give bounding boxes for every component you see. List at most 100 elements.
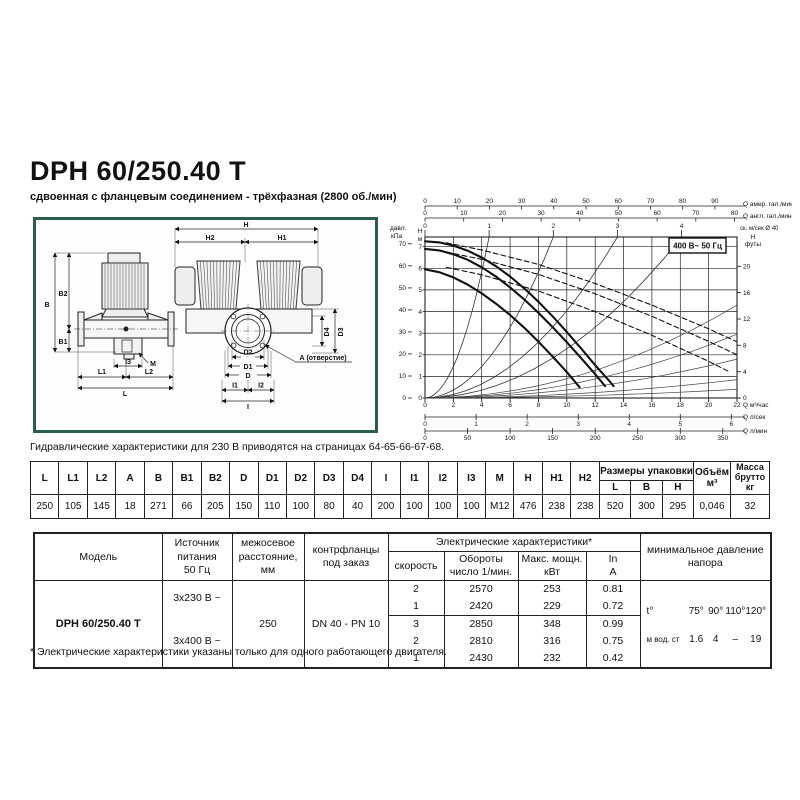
dim-label-A-hole: А (отверстие)	[299, 355, 346, 362]
dim-value-cell: 200	[371, 494, 401, 519]
svg-text:40: 40	[550, 198, 558, 205]
pump-drawing: B B2 B1 I3 M L1 L2 L H H2 H1 D2 D1 D I1 …	[44, 222, 352, 411]
dim-value-cell: 100	[399, 494, 430, 519]
svg-text:350: 350	[717, 435, 728, 442]
svg-text:80: 80	[679, 198, 687, 205]
svg-text:12: 12	[743, 316, 751, 323]
dim-label-I1: I1	[232, 383, 238, 390]
dim-label-L: L	[123, 391, 128, 398]
svg-text:50: 50	[464, 435, 472, 442]
packaging-col-header: L	[598, 480, 632, 495]
svg-text:3: 3	[576, 421, 580, 428]
svg-text:100: 100	[505, 435, 516, 442]
electrical-header: Электрические характеристики*	[387, 532, 641, 552]
svg-text:10: 10	[399, 373, 407, 380]
current-col-header: In А	[585, 550, 641, 582]
svg-text:20: 20	[399, 351, 407, 358]
svg-text:20: 20	[705, 402, 713, 409]
dim-col-header: L2	[86, 461, 117, 495]
power-value: 253	[517, 580, 587, 599]
rpm-value: 2430	[443, 650, 519, 669]
svg-text:60: 60	[615, 198, 623, 205]
svg-text:200: 200	[590, 435, 601, 442]
svg-text:18: 18	[677, 402, 685, 409]
dim-value-cell: 40	[342, 494, 373, 519]
temp-label: t°	[646, 606, 654, 618]
dim-label-B2: B2	[59, 291, 68, 298]
dim-value-cell: 100	[285, 494, 316, 519]
svg-text:70: 70	[399, 241, 407, 248]
motor-side	[101, 262, 149, 310]
hydraulic-note: Гидравлические характеристики для 230 В …	[30, 441, 445, 453]
svg-text:4: 4	[480, 402, 484, 409]
dim-col-header: D4	[342, 461, 373, 495]
dim-value-cell: 295	[661, 494, 695, 519]
dim-label-H1: H1	[278, 235, 287, 242]
svg-text:20: 20	[743, 263, 751, 270]
svg-text:20: 20	[486, 198, 494, 205]
dim-value-cell: 238	[541, 494, 572, 519]
svg-text:0: 0	[423, 402, 427, 409]
dim-label-B: B	[44, 302, 49, 309]
dim-col-header: H2	[570, 461, 600, 495]
svg-text:10: 10	[454, 198, 462, 205]
dim-value-cell: 300	[630, 494, 663, 519]
dim-value-cell: 238	[570, 494, 600, 519]
svg-text:Q л/мин: Q л/мин	[743, 428, 768, 435]
rpm-value: 2850	[443, 615, 519, 634]
temp-75: 75°	[688, 606, 704, 618]
svg-text:70: 70	[647, 198, 655, 205]
dim-col-header: B2	[200, 461, 231, 495]
svg-text:10: 10	[460, 210, 468, 217]
current-value: 0.75	[585, 633, 641, 651]
svg-text:8: 8	[743, 343, 747, 350]
svg-text:30: 30	[399, 329, 407, 336]
min-pressure-cell: t° 75° 90° 110° 120° м вод. ст 1.6 4 – 1…	[639, 580, 772, 669]
svg-text:2: 2	[525, 421, 529, 428]
svg-text:0: 0	[423, 223, 427, 230]
dim-value-cell: 32	[730, 494, 770, 519]
svg-text:6: 6	[418, 266, 422, 273]
speed-value: 1	[387, 598, 445, 617]
svg-text:250: 250	[632, 435, 643, 442]
flange-header: контрфланцы под заказ	[303, 532, 389, 582]
svg-text:Н: Н	[418, 228, 423, 235]
dim-label-L2: L2	[145, 369, 153, 376]
svg-text:80: 80	[731, 210, 739, 217]
current-value: 0.81	[585, 580, 641, 599]
dim-value-cell: 520	[598, 494, 632, 519]
dim-label-M: M	[150, 361, 156, 368]
svg-text:22: 22	[733, 402, 741, 409]
rpm-value: 2570	[443, 580, 519, 599]
dim-value-cell: 250	[29, 494, 60, 519]
svg-text:60: 60	[654, 210, 662, 217]
dimensions-table: L L1 L2 A B B1 B2 D D1 D2 D3 D4 I I1 I2 I3 M H H1 H2 Размеры…	[29, 461, 770, 519]
dim-value-cell: 145	[86, 494, 117, 519]
pressure-90: 4	[712, 634, 719, 646]
dim-col-header: B1	[172, 461, 202, 495]
mass-header: Масса брутто кг	[730, 461, 770, 495]
current-value: 0.99	[585, 615, 641, 634]
distance-header: межосевое расстояние, мм	[231, 532, 305, 582]
svg-text:40: 40	[399, 307, 407, 314]
dim-label-D1: D1	[244, 364, 253, 371]
svg-text:300: 300	[675, 435, 686, 442]
svg-text:6: 6	[508, 402, 512, 409]
svg-text:14: 14	[620, 402, 628, 409]
rpm-value: 2420	[443, 598, 519, 617]
speed-value: 2	[387, 580, 445, 599]
dim-col-header: D1	[257, 461, 287, 495]
power-value: 316	[517, 633, 587, 651]
svg-text:8: 8	[537, 402, 541, 409]
pressure-unit-label: м вод. ст	[646, 635, 680, 645]
dim-col-header: D3	[314, 461, 344, 495]
pressure-110: –	[732, 634, 739, 646]
power-col-header: Макс. мощн. кВт	[517, 550, 587, 582]
svg-text:50: 50	[582, 198, 590, 205]
svg-text:4: 4	[627, 421, 631, 428]
pump-drawing-box: B B2 B1 I3 M L1 L2 L H H2 H1 D2 D1 D I1 …	[33, 217, 378, 433]
svg-text:50: 50	[615, 210, 623, 217]
svg-text:5: 5	[678, 421, 682, 428]
dim-col-header: I	[371, 461, 401, 495]
